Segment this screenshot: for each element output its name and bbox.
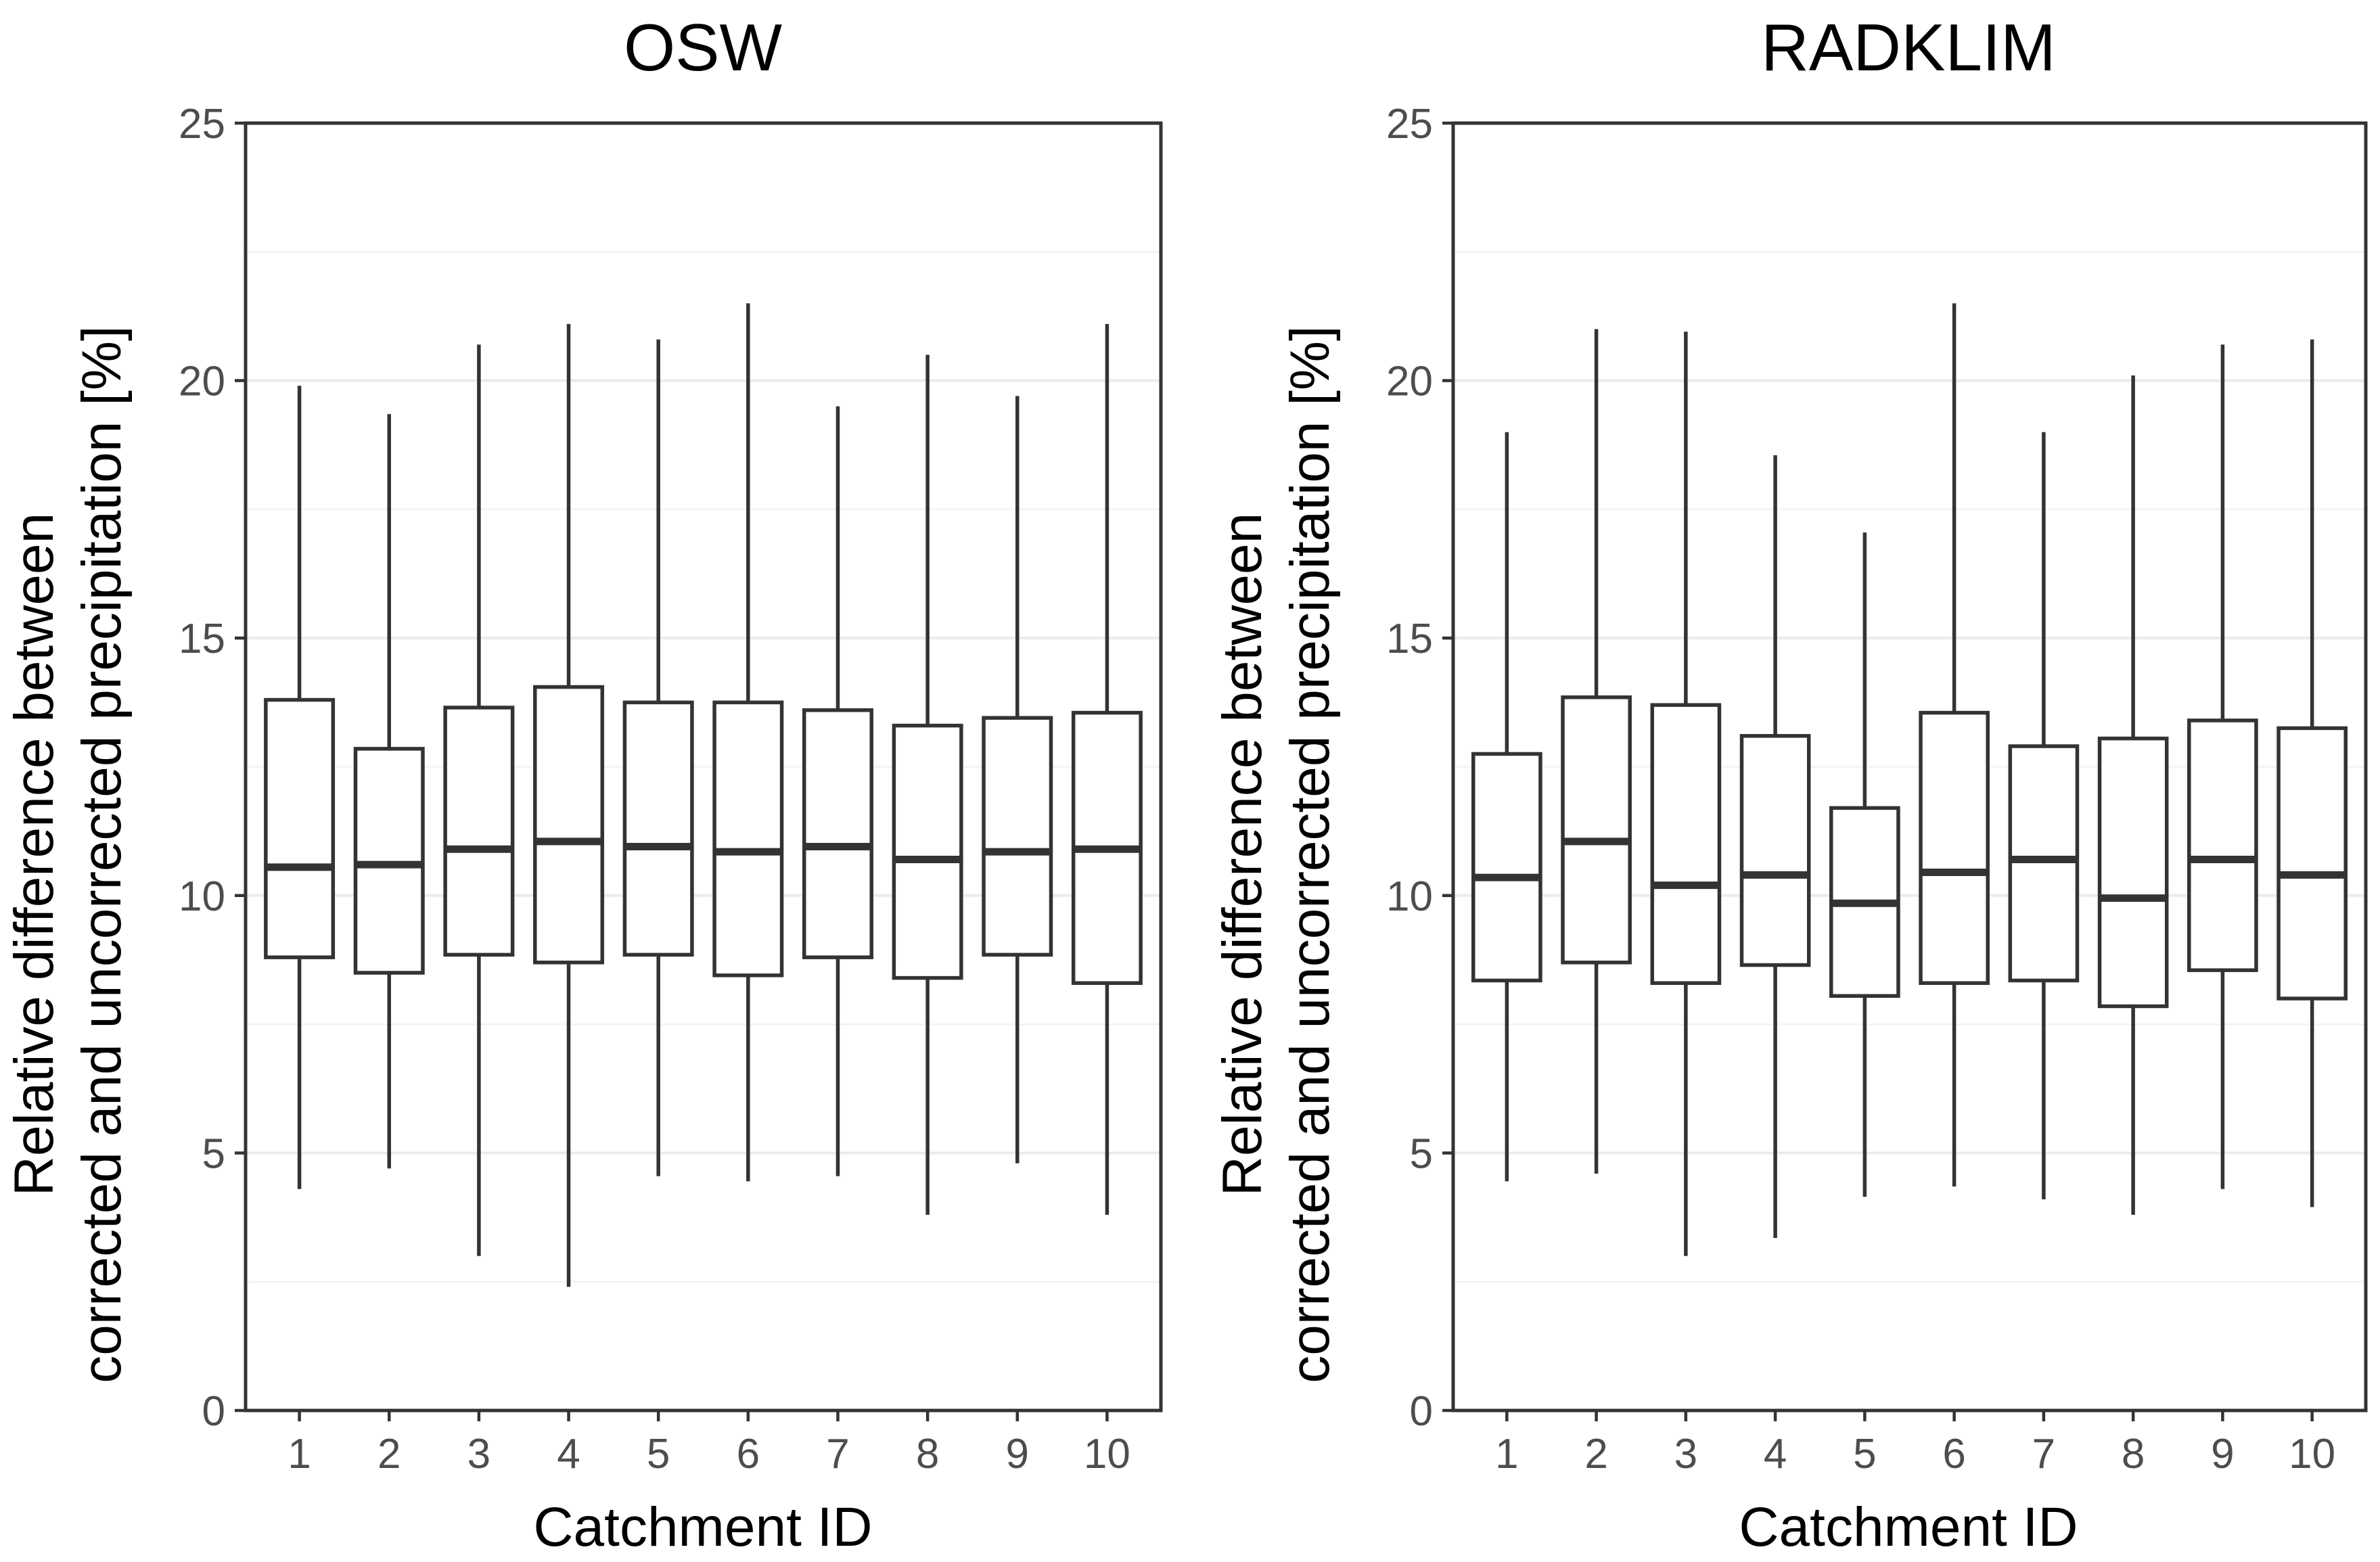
x-tick-label: 5 bbox=[647, 1431, 670, 1477]
y-tick-label: 15 bbox=[179, 616, 225, 662]
box-iqr bbox=[443, 706, 515, 957]
y-axis-title-osw-line2: corrected and uncorrected precipitation … bbox=[71, 325, 133, 1383]
box-catchment-4 bbox=[1739, 455, 1811, 1238]
box-iqr bbox=[2276, 726, 2348, 1001]
box-catchment-7 bbox=[2008, 432, 2080, 1199]
x-tick-label: 9 bbox=[2211, 1431, 2234, 1477]
x-tick-label: 7 bbox=[826, 1431, 849, 1477]
x-tick-label: 5 bbox=[1853, 1431, 1876, 1477]
box-catchment-2 bbox=[1561, 329, 1632, 1174]
panel-osw: OSW 0 5 10 15 20 25 1 2 3 4 5 6 7 8 9 10 Catchment ID R… bbox=[3, 10, 1163, 1558]
box-catchment-7 bbox=[802, 406, 873, 1176]
plot-border bbox=[1451, 121, 2368, 1412]
x-tick-label: 1 bbox=[288, 1431, 311, 1477]
box-catchment-8 bbox=[892, 354, 963, 1215]
box-iqr bbox=[712, 700, 784, 978]
x-tick-label: 10 bbox=[1084, 1431, 1130, 1477]
x-tick-label: 4 bbox=[557, 1431, 580, 1477]
box-iqr bbox=[2097, 736, 2169, 1009]
y-axis-title-osw-line1: Relative difference between bbox=[3, 513, 65, 1196]
y-tick-label: 10 bbox=[179, 873, 225, 920]
box-catchment-6 bbox=[712, 303, 784, 1182]
y-tick-label: 25 bbox=[179, 101, 225, 147]
plot-area-osw: 0 5 10 15 20 25 1 2 3 4 5 6 7 8 9 10 bbox=[179, 101, 1163, 1477]
box-catchment-5 bbox=[1829, 532, 1900, 1197]
x-tick-label: 9 bbox=[1006, 1431, 1029, 1477]
y-axis-title-radklim-line1: Relative difference between bbox=[1212, 513, 1273, 1196]
x-tick-label: 6 bbox=[737, 1431, 760, 1477]
box-catchment-1 bbox=[1471, 432, 1542, 1182]
y-tick-label: 5 bbox=[1410, 1130, 1433, 1177]
box-iqr bbox=[802, 708, 873, 959]
box-iqr bbox=[2008, 744, 2080, 983]
y-tick-label: 20 bbox=[179, 359, 225, 405]
x-axis-title-radklim: Catchment ID bbox=[1739, 1496, 2078, 1558]
box-iqr bbox=[353, 747, 425, 975]
x-tick-label: 8 bbox=[2122, 1431, 2145, 1477]
plot-border bbox=[244, 121, 1163, 1412]
plot-area-radklim: 0 5 10 15 20 25 1 2 3 4 5 6 7 8 9 10 bbox=[1386, 101, 2368, 1477]
panel-title-osw: OSW bbox=[624, 10, 783, 85]
box-iqr bbox=[892, 723, 963, 980]
x-tick-label: 6 bbox=[1942, 1431, 1965, 1477]
panel-radklim: RADKLIM 0 5 10 15 20 25 1 2 3 4 5 6 7 8 9 10 Catchment … bbox=[1212, 10, 2368, 1558]
x-tick-label: 2 bbox=[377, 1431, 401, 1477]
y-tick-label: 0 bbox=[1410, 1388, 1433, 1435]
box-catchment-3 bbox=[443, 344, 515, 1256]
x-tick-label: 1 bbox=[1495, 1431, 1518, 1477]
x-axis-title-osw: Catchment ID bbox=[533, 1496, 872, 1558]
x-tick-label: 3 bbox=[1674, 1431, 1697, 1477]
box-catchment-1 bbox=[264, 386, 336, 1189]
x-tick-label: 4 bbox=[1764, 1431, 1787, 1477]
y-tick-label: 15 bbox=[1386, 616, 1433, 662]
box-iqr bbox=[1561, 695, 1632, 965]
box-iqr bbox=[1650, 703, 1722, 985]
box-catchment-4 bbox=[533, 323, 605, 1287]
y-tick-label: 0 bbox=[202, 1388, 225, 1435]
x-tick-label: 10 bbox=[2289, 1431, 2335, 1477]
y-tick-label: 5 bbox=[202, 1130, 225, 1177]
box-iqr bbox=[264, 697, 336, 959]
box-catchment-10 bbox=[1071, 323, 1143, 1215]
panel-title-radklim: RADKLIM bbox=[1761, 10, 2056, 85]
box-catchment-9 bbox=[2187, 344, 2258, 1189]
y-axis-title-radklim-line2: corrected and uncorrected precipitation … bbox=[1279, 325, 1341, 1383]
x-tick-label: 2 bbox=[1584, 1431, 1607, 1477]
x-tick-label: 8 bbox=[916, 1431, 939, 1477]
y-tick-label: 10 bbox=[1386, 873, 1433, 920]
box-iqr bbox=[622, 700, 694, 957]
box-catchment-10 bbox=[2276, 339, 2348, 1208]
box-catchment-8 bbox=[2097, 375, 2169, 1215]
box-catchment-2 bbox=[353, 414, 425, 1169]
box-iqr bbox=[1919, 710, 1990, 985]
box-catchment-9 bbox=[982, 396, 1053, 1164]
box-iqr bbox=[982, 716, 1053, 957]
x-tick-label: 7 bbox=[2032, 1431, 2055, 1477]
box-iqr bbox=[1739, 734, 1811, 967]
box-catchment-6 bbox=[1919, 303, 1990, 1187]
box-iqr bbox=[533, 685, 605, 965]
y-tick-label: 20 bbox=[1386, 359, 1433, 405]
box-iqr bbox=[1471, 752, 1542, 983]
x-tick-label: 3 bbox=[467, 1431, 490, 1477]
box-catchment-3 bbox=[1650, 331, 1722, 1256]
y-tick-label: 25 bbox=[1386, 101, 1433, 147]
box-catchment-5 bbox=[622, 339, 694, 1176]
box-iqr bbox=[2187, 718, 2258, 972]
